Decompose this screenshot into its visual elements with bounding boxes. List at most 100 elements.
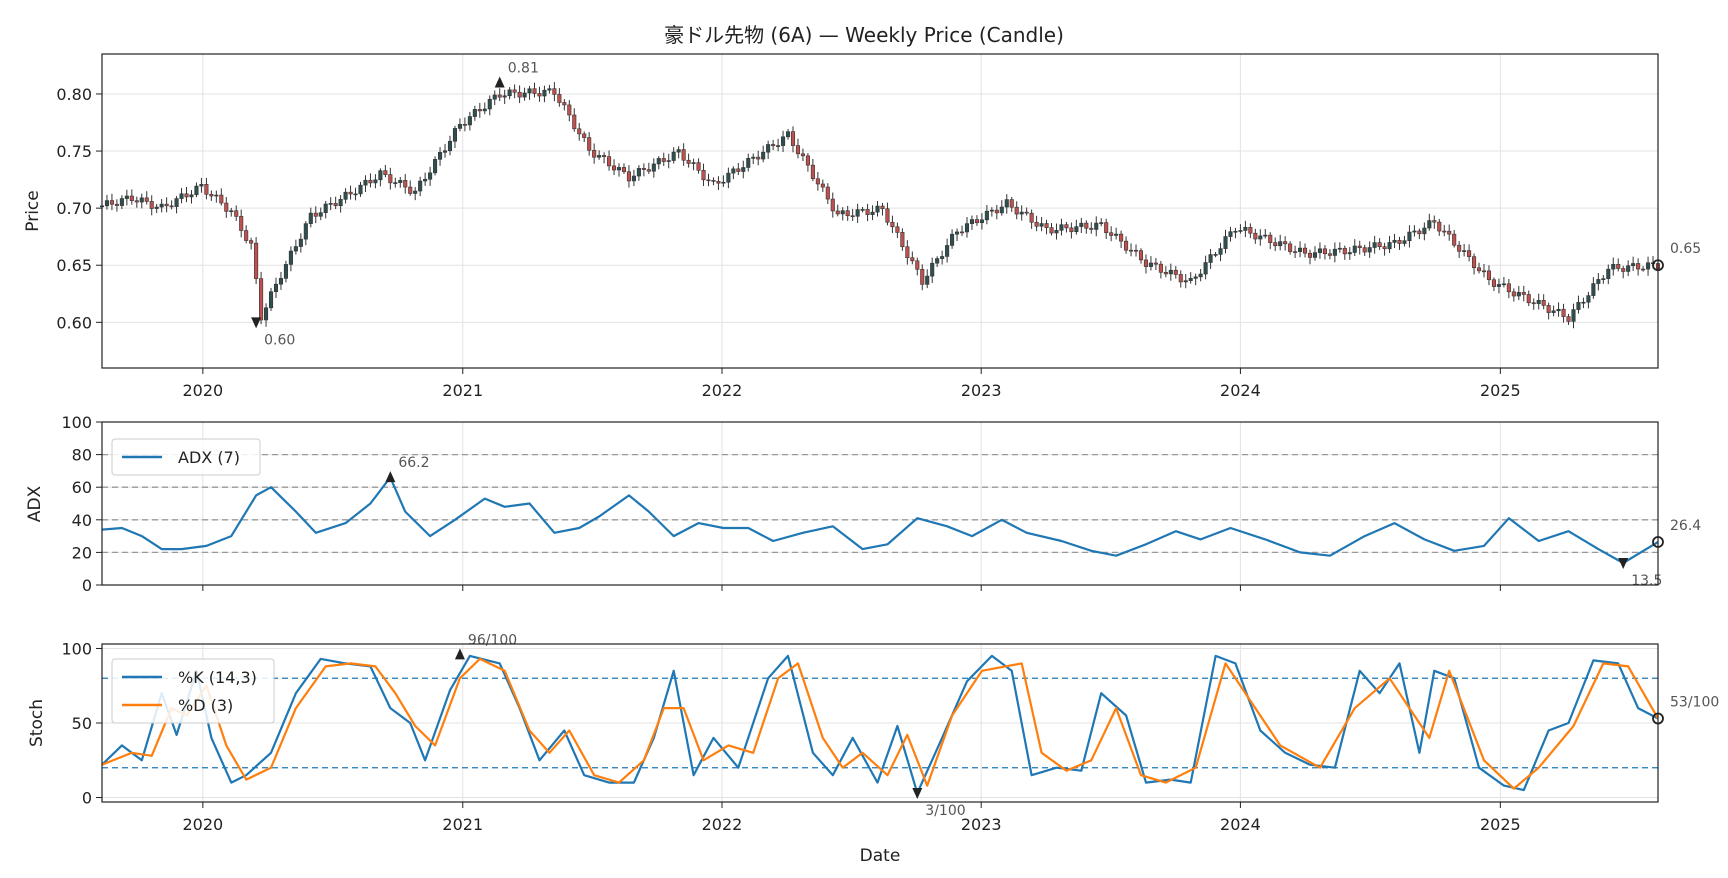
candle-body: [900, 232, 905, 248]
candle-body: [333, 203, 338, 207]
candle-body: [1298, 247, 1303, 252]
candle-body: [999, 206, 1004, 214]
candle-body: [1307, 252, 1313, 258]
candle-body: [1293, 251, 1298, 253]
candle-body: [1646, 262, 1651, 270]
last-value-label: 0.65: [1670, 241, 1701, 257]
candle-body: [348, 191, 353, 195]
y-tick-label: 0: [82, 576, 92, 595]
candle-body: [1084, 222, 1089, 229]
candle-body: [1054, 229, 1059, 234]
candle-body: [1099, 222, 1104, 224]
candle-body: [527, 88, 532, 94]
candle-body: [1213, 254, 1218, 256]
candle-body: [636, 168, 641, 177]
candle-body: [239, 216, 244, 231]
candle-body: [781, 136, 786, 146]
candle-body: [1566, 316, 1571, 322]
candle-body: [1014, 206, 1019, 215]
candle-body: [552, 88, 557, 95]
candle-body: [964, 223, 970, 233]
candle-body: [452, 128, 457, 142]
candle-body: [935, 258, 940, 264]
candle-body: [1124, 240, 1129, 251]
candle-body: [661, 158, 666, 162]
price-panel: 0.81 0.60 0.65 0.60 0.65 0.70 0.75 0.80 2020 20…: [23, 53, 1701, 400]
candle-body: [626, 171, 631, 182]
candle-body: [1312, 252, 1318, 258]
candle-body: [303, 223, 308, 240]
candle-body: [1352, 245, 1357, 253]
candle-body: [651, 163, 656, 172]
candle-body: [169, 205, 174, 208]
candle-body: [447, 140, 453, 152]
candle-body: [925, 275, 930, 285]
candle-body: [731, 168, 736, 174]
candle-body: [482, 108, 487, 112]
stoch-legend: %K (14,3) %D (3): [111, 658, 275, 724]
candle-body: [1447, 230, 1452, 235]
peak-marker: [454, 648, 465, 660]
candle-body: [701, 170, 706, 181]
candle-body: [433, 159, 438, 174]
candle-body: [1621, 268, 1626, 272]
candle-body: [979, 219, 984, 224]
candle-body: [1491, 279, 1496, 287]
candle-body: [1317, 248, 1322, 253]
candle-body: [507, 89, 512, 97]
candle-body: [1576, 302, 1581, 310]
candle-body: [1387, 242, 1392, 250]
candle-body: [378, 170, 383, 181]
candle-body: [706, 179, 711, 182]
candle-body: [1521, 292, 1526, 295]
candle-body: [268, 291, 274, 309]
candle-body: [746, 158, 751, 168]
candle-body: [1397, 239, 1402, 244]
last-value-label: 26.4: [1670, 518, 1701, 534]
candle-body: [880, 205, 885, 210]
candle-body: [1412, 230, 1417, 233]
candle-body: [144, 197, 149, 202]
candle-body: [1322, 248, 1327, 255]
candle-body: [1457, 244, 1462, 252]
candle-body: [1526, 294, 1531, 304]
candle-body: [582, 133, 587, 138]
candle-body: [1024, 211, 1029, 214]
x-tick-label: 2021: [442, 381, 483, 400]
candle-body: [423, 178, 428, 182]
candle-body: [1357, 245, 1362, 248]
k-legend-label: %K (14,3): [178, 668, 257, 687]
candle-body: [442, 150, 448, 153]
candle-body: [1253, 232, 1258, 240]
candle-body: [1094, 222, 1099, 230]
x-tick-label: 2023: [961, 381, 1002, 400]
candle-body: [771, 144, 776, 147]
candle-body: [800, 153, 805, 157]
candle-body: [656, 158, 661, 165]
candle-body: [825, 186, 830, 200]
candle-body: [1631, 263, 1636, 267]
x-tick-label: 2023: [961, 815, 1002, 834]
candle-body: [159, 203, 164, 208]
candle-body: [1034, 221, 1039, 227]
candle-body: [910, 257, 915, 262]
peak-label: 0.81: [508, 61, 539, 77]
candle-body: [1442, 230, 1447, 233]
candle-body: [174, 198, 179, 207]
candle-body: [214, 194, 219, 197]
candle-body: [1402, 240, 1407, 244]
candle-body: [298, 238, 303, 247]
candle-body: [830, 198, 835, 212]
candle-body: [164, 203, 169, 207]
candle-body: [403, 180, 408, 188]
candle-body: [1437, 221, 1442, 232]
candle-body: [1377, 242, 1382, 247]
candle-body: [1049, 227, 1054, 234]
candle-body: [1501, 283, 1506, 286]
candle-body: [557, 94, 562, 103]
candle-body: [1452, 233, 1457, 246]
candle-body: [1417, 230, 1422, 235]
candle-body: [109, 200, 114, 205]
